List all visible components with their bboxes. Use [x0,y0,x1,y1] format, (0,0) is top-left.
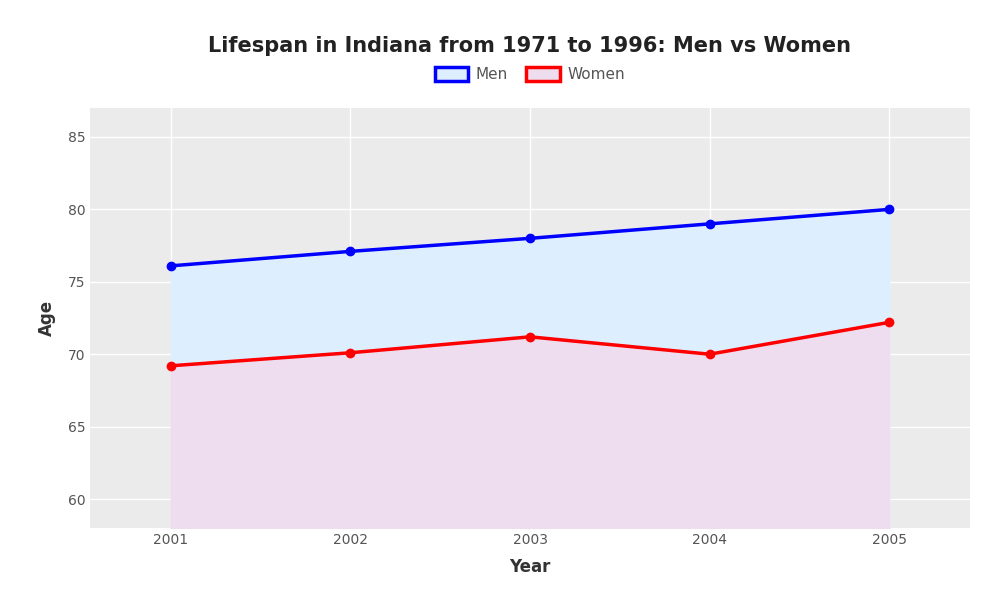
Y-axis label: Age: Age [38,300,56,336]
Legend: Men, Women: Men, Women [429,61,631,88]
Title: Lifespan in Indiana from 1971 to 1996: Men vs Women: Lifespan in Indiana from 1971 to 1996: M… [208,37,852,56]
X-axis label: Year: Year [509,558,551,576]
